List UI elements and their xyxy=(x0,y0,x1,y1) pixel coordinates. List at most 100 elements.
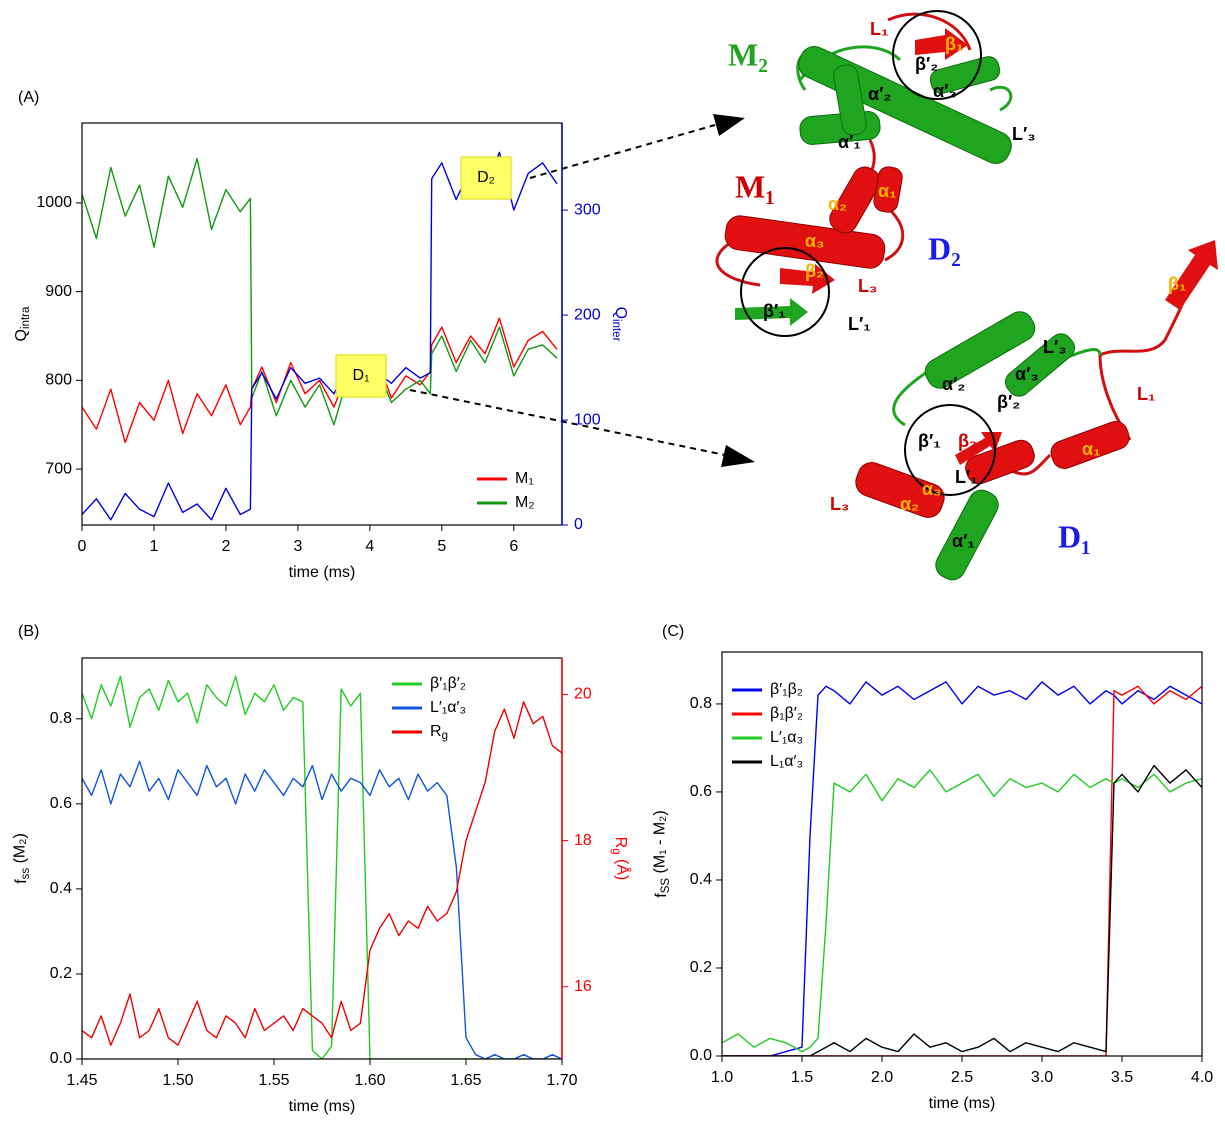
structure-label: L′₁ xyxy=(955,467,978,487)
y-tick-label: 0.4 xyxy=(50,880,72,897)
legend-label: L′₁α′₃ xyxy=(430,699,466,716)
plot: 1.45 1.50 1.55 1.60 1.65 1.70 0.0 0.2 0.4 0.6 0.8 1… xyxy=(12,657,632,1115)
data-line xyxy=(722,681,1202,1056)
x-axis-label: time (ms) xyxy=(289,564,356,581)
y-axis-label-part: intra xyxy=(20,306,32,329)
x-tick-label: 1.50 xyxy=(162,1072,193,1089)
y-tick-label: 0.6 xyxy=(50,795,72,812)
structure-label: β₂ xyxy=(805,261,824,281)
legend-label: M₂ xyxy=(515,494,535,511)
loop xyxy=(715,12,972,287)
y2-tick-label: 18 xyxy=(574,832,592,849)
x-tick-label: 1.55 xyxy=(258,1072,289,1089)
y-axis-label-part: Q xyxy=(13,329,30,341)
panel-label: (C) xyxy=(662,623,684,640)
x-tick-label: 6 xyxy=(509,538,518,555)
helix xyxy=(829,166,881,234)
structure-label: β₂ xyxy=(958,431,977,451)
helix xyxy=(873,166,903,213)
structure-label: L′₃ xyxy=(1012,124,1036,144)
structure-label: α₂ xyxy=(900,494,919,514)
data-line xyxy=(82,701,562,1046)
y2-axis-label-part: R xyxy=(612,837,629,849)
x-tick-label: 3.5 xyxy=(1111,1069,1133,1086)
y-tick-label: 0.8 xyxy=(690,695,712,712)
x-tick-label: 4 xyxy=(365,538,374,555)
structure-label: L′₁ xyxy=(848,314,871,334)
data-line xyxy=(722,764,1202,1056)
x-axis-label: time (ms) xyxy=(929,1095,996,1112)
x-tick-label: 1.70 xyxy=(546,1072,577,1089)
y2-axis-label-part: (Å) xyxy=(613,855,632,881)
structure-label: L₁ xyxy=(1137,384,1155,404)
y-tick-label: 0.0 xyxy=(50,1050,72,1067)
y-axis-label-part: ss xyxy=(20,868,32,880)
structure-label: L₃ xyxy=(858,276,877,296)
helix xyxy=(724,215,886,269)
structure-label: α′₂ xyxy=(942,374,965,394)
structure-label: α₂ xyxy=(828,194,847,214)
legend-label-part: R xyxy=(430,723,442,740)
highlight-circle xyxy=(740,247,830,337)
structure-label: D₁ xyxy=(1058,518,1091,554)
annotation: D₂ xyxy=(477,169,495,186)
y-tick-label: 1000 xyxy=(36,194,72,211)
y2-tick-label: 200 xyxy=(574,306,601,323)
data-line xyxy=(82,760,562,1059)
annotation: D₁ xyxy=(353,367,370,384)
panel-label: (A) xyxy=(18,89,39,106)
y2-axis-label-part: inter xyxy=(610,319,622,342)
y-tick-label: 0.0 xyxy=(690,1047,712,1064)
arrows xyxy=(409,114,755,467)
structure-label: β′₂ xyxy=(997,392,1020,412)
y-tick-label: 700 xyxy=(45,460,72,477)
helix xyxy=(924,311,1036,389)
x-tick-label: 4.0 xyxy=(1191,1069,1213,1086)
structure-label: α′₃ xyxy=(1015,364,1039,384)
structure-label: α′₁ xyxy=(952,531,975,551)
plot-frame xyxy=(81,657,563,1060)
y2-axis-label-part: Q xyxy=(612,307,629,319)
annotation-box xyxy=(335,354,387,398)
structure-d1: β₁ L′₃ α′₃ α′₂ β′₂ L₁ β′₁ β₂ α₁ L′₁ α₃ α… xyxy=(830,240,1218,581)
legend-label: β′₁β₂ xyxy=(770,681,803,698)
y-tick-label: 0.2 xyxy=(50,965,72,982)
x-tick-label: 2.0 xyxy=(871,1069,893,1086)
plot: 0 1 2 3 4 5 6 700 800 900 1000 0 100 200 300 time (ms) Q… xyxy=(13,122,629,581)
structure-label: L₁ xyxy=(870,19,888,39)
x-tick-label: 3.0 xyxy=(1031,1069,1053,1086)
x-tick-label: 1.0 xyxy=(711,1069,733,1086)
structure-label: α₃ xyxy=(922,479,941,499)
helix xyxy=(1004,333,1076,397)
y2-tick-label: 0 xyxy=(574,516,583,533)
x-tick-label: 1.5 xyxy=(791,1069,813,1086)
strand xyxy=(780,264,835,294)
y-tick-label: 0.4 xyxy=(690,871,712,888)
data-line xyxy=(722,685,1202,1056)
y-axis-label-part: SS xyxy=(660,878,672,894)
y-tick-label: 0.2 xyxy=(690,959,712,976)
x-tick-label: 5 xyxy=(437,538,446,555)
structure-label: α′₂ xyxy=(868,84,891,104)
y2-axis-label: Rg (Å) xyxy=(610,837,632,881)
highlight-circle xyxy=(904,404,996,496)
structure-label: α′₃ xyxy=(933,81,957,101)
x-tick-label: 3 xyxy=(293,538,302,555)
y-tick-label: 900 xyxy=(45,283,72,300)
y2-tick-label: 20 xyxy=(574,686,592,703)
panel-label: (B) xyxy=(18,623,39,640)
y-axis-label-part: f xyxy=(653,893,670,898)
strand xyxy=(735,298,808,326)
data-line xyxy=(82,317,558,444)
structure-label: M₁ xyxy=(735,168,775,204)
structure-label: α₃ xyxy=(805,231,824,251)
structure-label: β′₁ xyxy=(918,431,941,451)
y-axis-label-part: f xyxy=(13,879,30,884)
structure-label: α′₁ xyxy=(838,132,861,152)
arrow-line xyxy=(409,389,726,456)
legend-label: β′₁β′₂ xyxy=(430,675,466,692)
y-axis-label: Qintra xyxy=(13,306,32,341)
structure-label: L₃ xyxy=(830,494,849,514)
x-tick-label: 1.45 xyxy=(66,1072,97,1089)
